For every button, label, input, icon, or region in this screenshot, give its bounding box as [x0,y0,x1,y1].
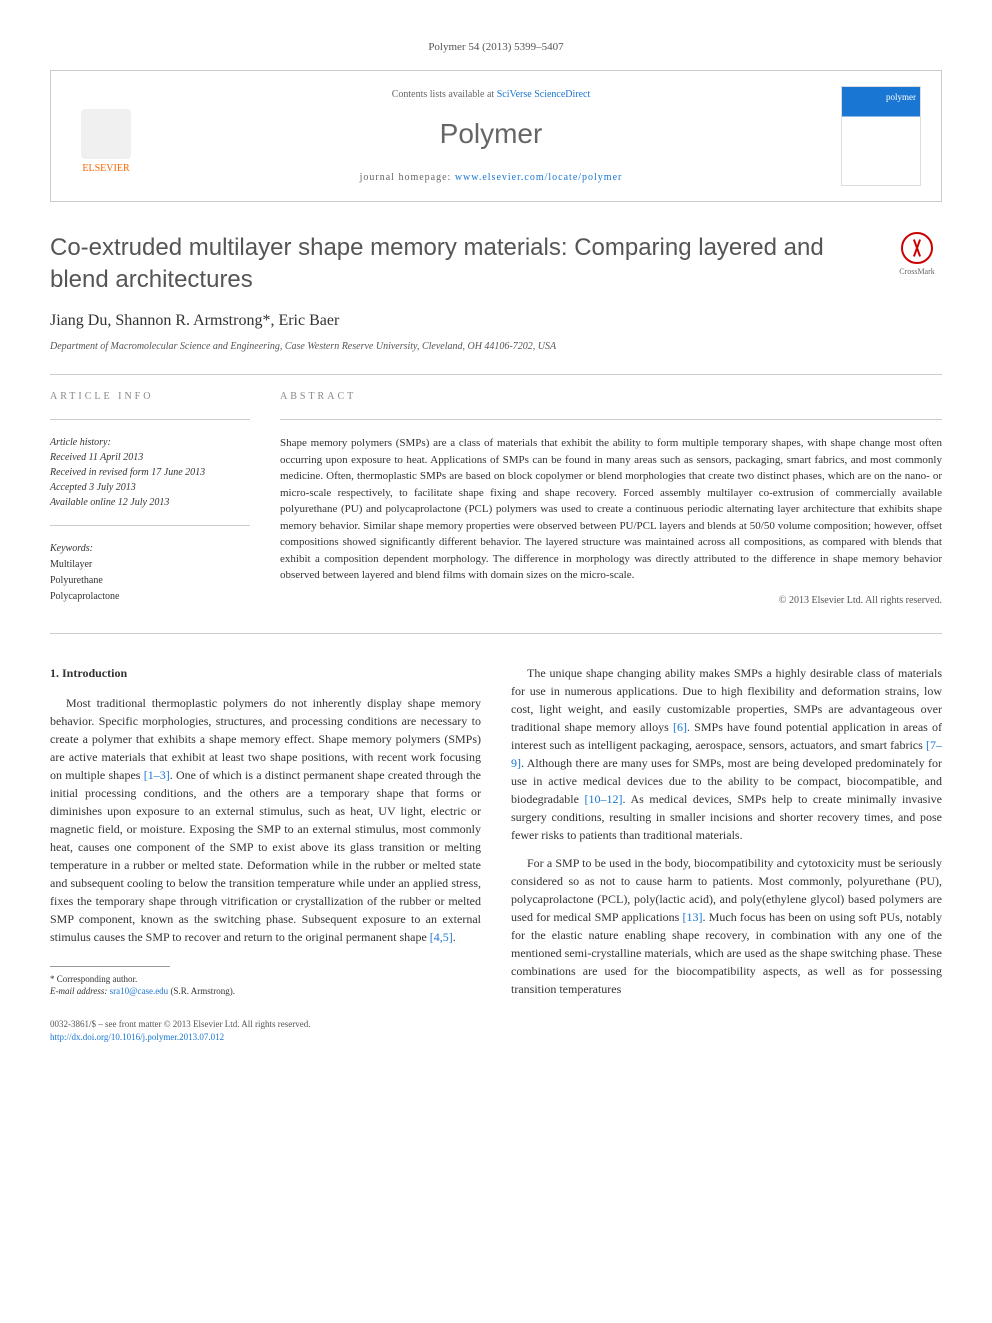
ref-link[interactable]: [13] [683,910,703,924]
journal-reference: Polymer 54 (2013) 5399–5407 [50,40,942,55]
online-date: Available online 12 July 2013 [50,495,250,510]
ref-link[interactable]: [1–3] [144,768,170,782]
right-column: The unique shape changing ability makes … [511,664,942,1045]
divider [280,419,942,420]
article-title: Co-extruded multilayer shape memory mate… [50,232,872,294]
divider [50,374,942,375]
homepage-link[interactable]: www.elsevier.com/locate/polymer [455,172,623,183]
abstract-label: ABSTRACT [280,390,942,404]
ref-link[interactable]: [6] [673,720,687,734]
crossmark-label: CrossMark [899,266,935,277]
body-paragraph: Most traditional thermoplastic polymers … [50,694,481,946]
journal-cover-thumbnail: polymer [841,86,921,186]
homepage-line: journal homepage: www.elsevier.com/locat… [161,171,821,185]
crossmark-icon [901,232,933,264]
email-label: E-mail address: [50,986,110,996]
body-paragraph: For a SMP to be used in the body, biocom… [511,854,942,998]
sciencedirect-link[interactable]: SciVerse ScienceDirect [497,89,591,100]
doi-link[interactable]: http://dx.doi.org/10.1016/j.polymer.2013… [50,1032,224,1042]
history-label: Article history: [50,435,250,450]
divider [50,525,250,526]
keyword: Polyurethane [50,573,250,589]
corresponding-author-footnote: * Corresponding author. E-mail address: … [50,973,481,998]
affiliation: Department of Macromolecular Science and… [50,340,942,354]
article-info-label: ARTICLE INFO [50,390,250,404]
abstract-text: Shape memory polymers (SMPs) are a class… [280,435,942,584]
article-info-block: ARTICLE INFO Article history: Received 1… [50,390,250,608]
elsevier-label: ELSEVIER [82,162,129,176]
issn-line: 0032-3861/$ – see front matter © 2013 El… [50,1018,481,1032]
authors-line: Jiang Du, Shannon R. Armstrong*, Eric Ba… [50,310,942,332]
abstract-block: ABSTRACT Shape memory polymers (SMPs) ar… [280,390,942,608]
email-link[interactable]: sra10@case.edu [110,986,169,996]
footnote-separator [50,966,170,967]
revised-date: Received in revised form 17 June 2013 [50,465,250,480]
footer-block: 0032-3861/$ – see front matter © 2013 El… [50,1018,481,1045]
ref-link[interactable]: [10–12] [585,792,623,806]
keyword: Multilayer [50,557,250,573]
copyright-line: © 2013 Elsevier Ltd. All rights reserved… [280,594,942,608]
divider [50,419,250,420]
body-paragraph: The unique shape changing ability makes … [511,664,942,844]
cover-label: polymer [842,87,920,108]
journal-name: Polymer [161,114,821,153]
contents-available-line: Contents lists available at SciVerse Sci… [161,88,821,102]
intro-heading: 1. Introduction [50,664,481,682]
body-columns: 1. Introduction Most traditional thermop… [50,664,942,1045]
divider [50,633,942,634]
elsevier-logo: ELSEVIER [71,96,141,176]
corresponding-label: * Corresponding author. [50,973,481,986]
crossmark-badge[interactable]: CrossMark [892,232,942,282]
homepage-prefix: journal homepage: [360,172,455,183]
keywords-label: Keywords: [50,541,250,557]
keyword: Polycaprolactone [50,589,250,605]
left-column: 1. Introduction Most traditional thermop… [50,664,481,1045]
elsevier-tree-icon [81,109,131,159]
email-name: (S.R. Armstrong). [168,986,235,996]
contents-prefix: Contents lists available at [392,89,497,100]
received-date: Received 11 April 2013 [50,450,250,465]
accepted-date: Accepted 3 July 2013 [50,480,250,495]
journal-header: ELSEVIER Contents lists available at Sci… [50,70,942,202]
ref-link[interactable]: [4,5] [430,930,453,944]
